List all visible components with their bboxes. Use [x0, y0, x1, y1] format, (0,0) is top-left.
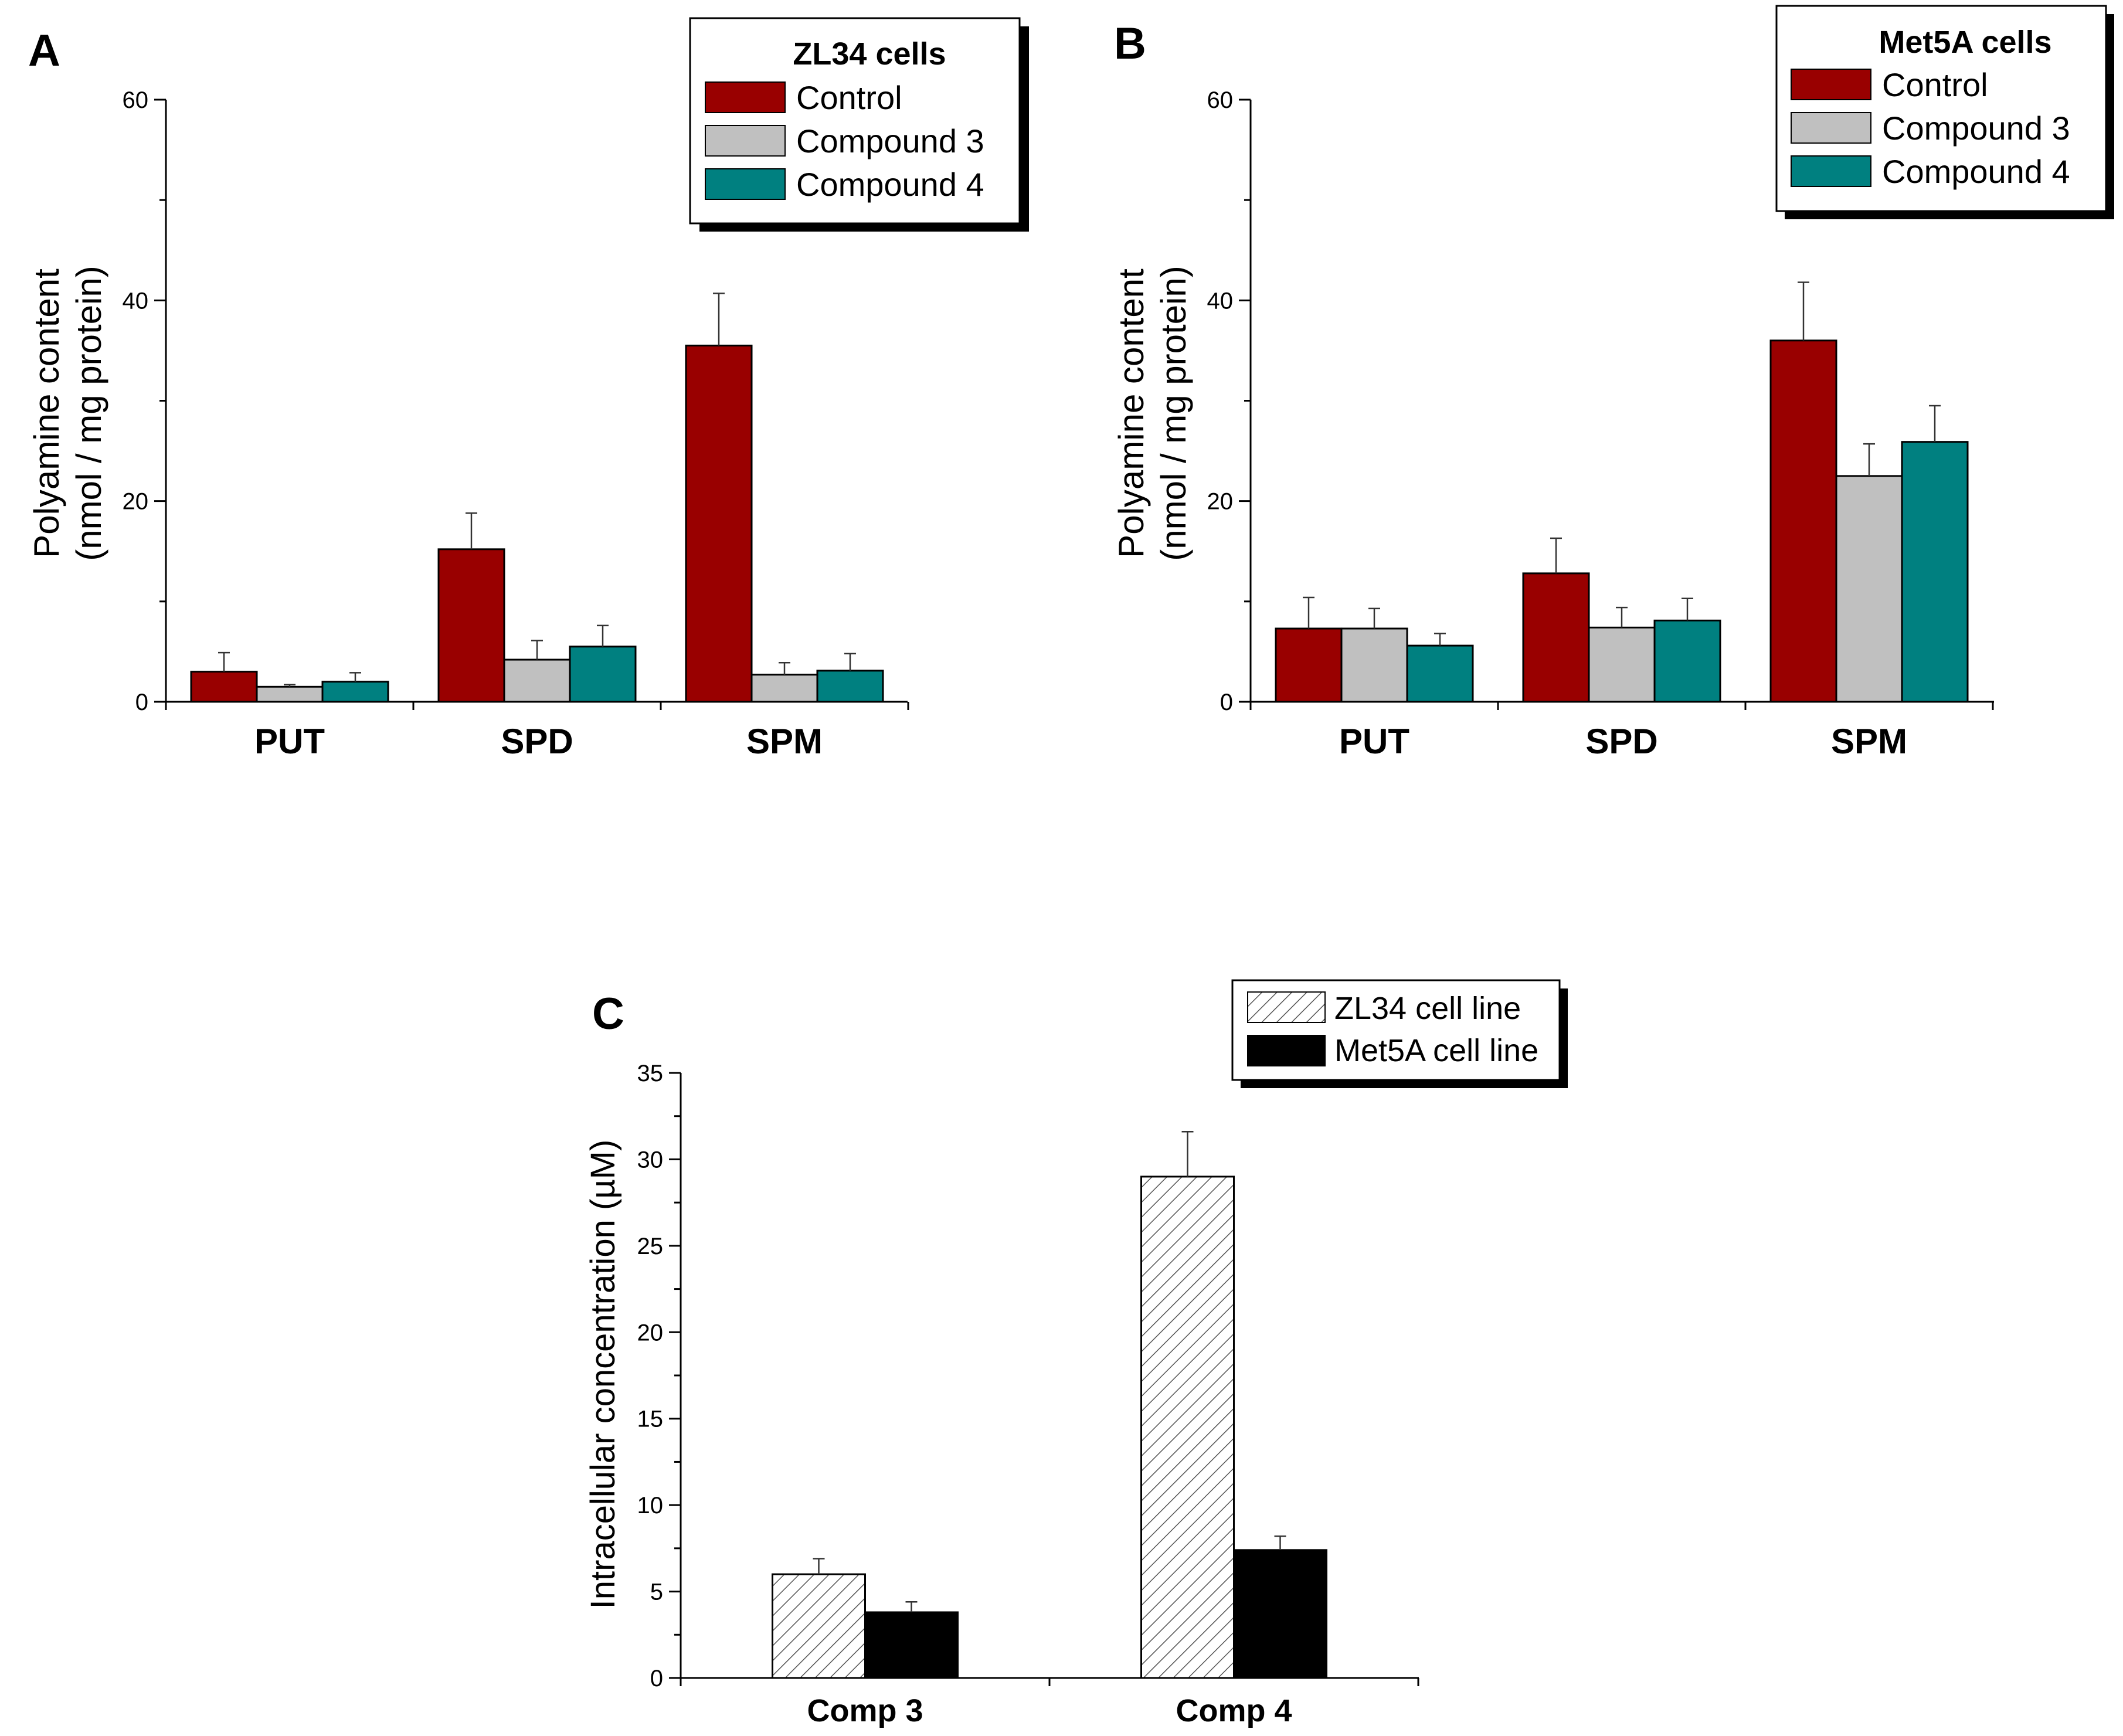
panel-b-bar-spd-control — [1522, 572, 1590, 703]
panel-b-ytick-label: 40 — [1207, 288, 1234, 314]
panel-b-ylabel-line1: Polyamine content — [1112, 269, 1151, 558]
panel-c-category-label: Comp 4 — [1176, 1693, 1292, 1728]
panel-b-letter: B — [1114, 19, 1146, 69]
panel-a-category-label: PUT — [254, 722, 325, 761]
panel-a-ytick-label: 40 — [123, 288, 149, 314]
panel-b-legend-swatch-compound4 — [1791, 155, 1871, 187]
panel-a-legend-swatch-control — [705, 81, 786, 113]
panel-b-ytick-label: 60 — [1207, 87, 1234, 113]
panel-b-bars — [1275, 281, 1969, 703]
panel-b-bar-spm-compound-3 — [1835, 475, 1903, 703]
panel-a-bar-put-control — [190, 671, 258, 703]
panel-a-bar-spd-control — [437, 548, 505, 703]
panel-c-ytick-label: 30 — [637, 1147, 664, 1173]
panel-c-ytick-label: 25 — [637, 1234, 664, 1259]
panel-a-ylabel-line1: Polyamine content — [27, 269, 66, 558]
panel-a-legend-compound4: Compound 4 — [796, 166, 984, 203]
panel-b-bar-spm-compound-4 — [1901, 441, 1969, 703]
panel-b: B 0 20 40 60 PUT SPD SPM Polyamine content (nm… — [1112, 5, 2114, 761]
panel-a-bar-spm-compound-3 — [750, 674, 818, 703]
panel-c-axes: 0 5 10 15 20 25 30 35 Comp 3 Comp 4 — [637, 1061, 1419, 1728]
panel-b-ylabel-line2: (nmol / mg protein) — [1154, 266, 1193, 561]
panel-a-category-label: SPD — [501, 722, 573, 761]
panel-b-bar-put-compound-4 — [1406, 644, 1474, 703]
panel-a-ylabel-line2: (nmol / mg protein) — [69, 266, 108, 561]
panel-a-category-label: SPM — [746, 722, 823, 761]
panel-b-legend-title: Met5A cells — [1879, 25, 2051, 60]
panel-c-legend-swatch-met5a — [1247, 1035, 1326, 1066]
panel-c-bar-comp-4-zl34-cell-line — [1140, 1176, 1235, 1679]
panel-c-legend: ZL34 cell line Met5A cell line — [1231, 979, 1568, 1088]
panel-b-bar-spm-control — [1769, 339, 1837, 703]
panel-c-bar-comp-4-met5a-cell-line — [1233, 1549, 1327, 1679]
panel-c-bars — [772, 1131, 1327, 1679]
panel-b-category-label: SPD — [1585, 722, 1657, 761]
panel-a-bar-spd-compound-4 — [569, 646, 637, 703]
panel-c-ytick-label: 10 — [637, 1493, 664, 1518]
panel-b-legend: Met5A cells Control Compound 3 Compound … — [1775, 5, 2114, 219]
panel-b-ytick-label: 0 — [1220, 689, 1233, 715]
panel-b-legend-swatch-compound3 — [1791, 112, 1871, 144]
panel-a-axes: 0 20 40 60 PUT SPD SPM — [123, 87, 909, 761]
panel-a-letter: A — [28, 26, 60, 76]
panel-c-ylabel: Intracellular concentration (µM) — [584, 1140, 622, 1609]
panel-b-bar-spd-compound-4 — [1653, 619, 1721, 703]
panel-a-legend: ZL34 cells Control Compound 3 Compound 4 — [689, 17, 1029, 232]
panel-a-legend-control: Control — [796, 79, 902, 116]
panel-b-bar-spd-compound-3 — [1588, 626, 1656, 703]
panel-a-ytick-label: 60 — [123, 87, 149, 113]
panel-b-category-label: SPM — [1831, 722, 1907, 761]
panel-a-bar-spd-compound-3 — [503, 658, 571, 703]
panel-a-bar-spm-compound-4 — [816, 670, 884, 703]
panel-a-legend-swatch-compound3 — [705, 125, 786, 157]
panel-c-ytick-label: 15 — [637, 1407, 664, 1432]
panel-c-ytick-label: 20 — [637, 1320, 664, 1346]
panel-c-legend-swatch-zl34 — [1247, 991, 1326, 1023]
panel-a-bar-put-compound-3 — [256, 685, 324, 703]
panel-a-legend-title: ZL34 cells — [793, 36, 946, 72]
panel-a-ytick-label: 0 — [135, 689, 148, 715]
panel-c-ytick-label: 35 — [637, 1061, 664, 1086]
panel-a: A 0 20 40 60 PUT SPD SPM Polyamine content (nm… — [27, 17, 1029, 761]
panel-a-bars — [190, 293, 884, 703]
panel-c-ytick-label: 5 — [650, 1579, 663, 1605]
panel-a-legend-compound3: Compound 3 — [796, 123, 984, 159]
panel-a-ytick-label: 20 — [123, 489, 149, 515]
panel-c-ytick-label: 0 — [650, 1666, 663, 1691]
panel-c: C 0 5 10 15 20 25 30 35 Comp 3 Comp 4 Intracellul… — [584, 979, 1568, 1728]
panel-b-legend-compound3: Compound 3 — [1882, 110, 2070, 147]
panel-c-legend-met5a: Met5A cell line — [1334, 1033, 1538, 1068]
panel-b-legend-compound4: Compound 4 — [1882, 153, 2070, 190]
panel-a-legend-swatch-compound4 — [705, 168, 786, 200]
panel-b-ytick-label: 20 — [1207, 489, 1234, 515]
panel-b-category-label: PUT — [1339, 722, 1409, 761]
panel-c-letter: C — [592, 989, 624, 1039]
panel-a-bar-put-compound-4 — [321, 681, 389, 703]
panel-c-bar-comp-3-zl34-cell-line — [772, 1573, 866, 1679]
panel-c-bar-comp-3-met5a-cell-line — [864, 1611, 959, 1679]
panel-b-legend-swatch-control — [1791, 69, 1871, 100]
panel-b-bar-put-control — [1275, 627, 1343, 703]
panel-a-bar-spm-control — [685, 344, 753, 703]
panel-b-legend-control: Control — [1882, 66, 1988, 103]
panel-c-category-label: Comp 3 — [807, 1693, 923, 1728]
panel-c-legend-zl34: ZL34 cell line — [1334, 991, 1521, 1026]
panel-b-bar-put-compound-3 — [1340, 627, 1408, 703]
